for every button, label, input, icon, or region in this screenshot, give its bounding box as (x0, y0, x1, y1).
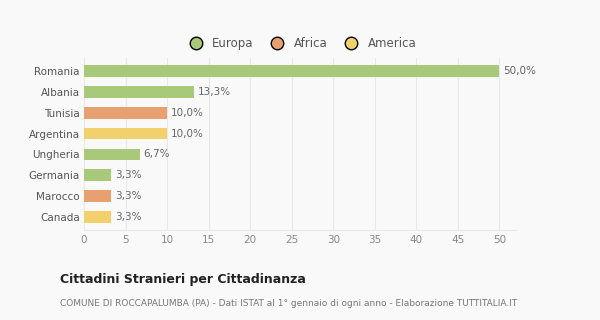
Legend: Europa, Africa, America: Europa, Africa, America (179, 32, 421, 55)
Bar (84, 149, 140, 160)
Text: 10,0%: 10,0% (170, 108, 203, 118)
Text: 50,0%: 50,0% (503, 66, 536, 76)
Text: 3,3%: 3,3% (115, 191, 141, 201)
Bar (84, 66, 499, 77)
Text: Cittadini Stranieri per Cittadinanza: Cittadini Stranieri per Cittadinanza (60, 273, 306, 286)
Text: 3,3%: 3,3% (115, 170, 141, 180)
Bar (84, 128, 167, 139)
Text: COMUNE DI ROCCAPALUMBA (PA) - Dati ISTAT al 1° gennaio di ogni anno - Elaborazio: COMUNE DI ROCCAPALUMBA (PA) - Dati ISTAT… (60, 299, 517, 308)
Text: 6,7%: 6,7% (143, 149, 169, 159)
Text: 10,0%: 10,0% (170, 129, 203, 139)
Bar (84, 107, 167, 118)
Bar (84, 190, 112, 202)
Bar (84, 86, 194, 98)
Text: 13,3%: 13,3% (198, 87, 231, 97)
Bar (84, 211, 112, 222)
Text: 3,3%: 3,3% (115, 212, 141, 222)
Bar (84, 170, 112, 181)
